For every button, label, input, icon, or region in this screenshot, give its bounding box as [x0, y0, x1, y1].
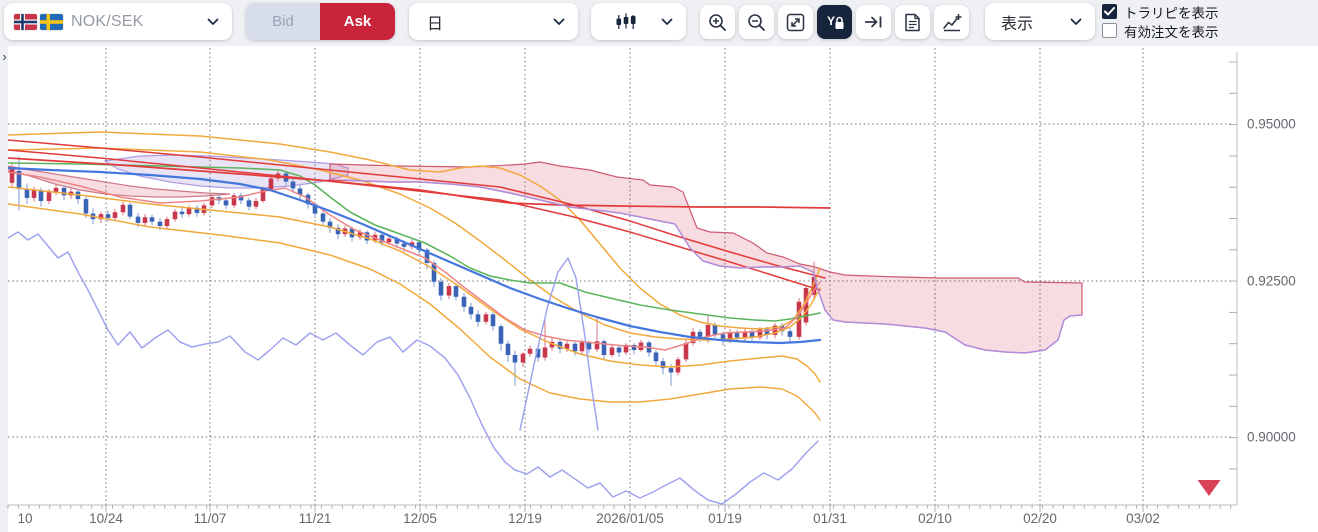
ma-blue	[8, 166, 822, 345]
zoom-out-icon	[748, 13, 765, 31]
display-label: 表示	[1001, 15, 1034, 33]
axis-labels: 10 10/24 11/07 11/21 12/05 12/19 2026/01/05 01/…	[17, 117, 1295, 527]
candlestick-icon	[616, 13, 636, 29]
x-axis-label: 12/05	[403, 511, 437, 526]
chart-plus-icon	[942, 13, 961, 31]
bollinger-upper-2	[8, 131, 821, 330]
bid-button[interactable]: Bid	[246, 3, 320, 40]
bid-ask-toggle: Bid Ask	[246, 3, 395, 40]
chart-type-select[interactable]	[591, 3, 686, 40]
traripi-checkbox-label: トラリピを表示	[1124, 5, 1219, 21]
pair-label: NOK/SEK	[71, 12, 144, 30]
currency-pair-select[interactable]: NOK/SEK	[4, 3, 232, 40]
lagging-lavender-spike	[519, 257, 599, 431]
y-axis-lock-button[interactable]: Y	[817, 5, 852, 39]
panel-expand-chevron[interactable]: ›	[2, 49, 7, 64]
indicator-lines	[8, 131, 1083, 505]
cloud-bottom-purple	[344, 179, 1083, 354]
zoom-in-button[interactable]	[700, 5, 735, 39]
display-checkboxes: トラリピを表示 有効注文を表示	[1102, 2, 1219, 40]
bollinger-lower-2	[8, 203, 821, 421]
checkbox-unchecked-icon[interactable]	[1102, 23, 1117, 38]
x-axis-label: 11/21	[299, 511, 332, 526]
checkbox-checked-icon[interactable]	[1102, 4, 1117, 19]
chevron-down-icon	[1070, 13, 1082, 31]
display-options-select[interactable]: 表示	[985, 3, 1095, 40]
timeframe-select[interactable]: 日	[409, 3, 578, 40]
orders-checkbox-row[interactable]: 有効注文を表示	[1102, 21, 1219, 40]
bollinger-upper-1	[8, 147, 821, 341]
news-report-button[interactable]	[895, 5, 930, 39]
x-axis-label: 12/19	[508, 511, 542, 526]
x-axis-label: 03/02	[1126, 511, 1160, 526]
y-axis-label: 0.90000	[1247, 430, 1296, 445]
tenkan-salmon	[8, 171, 821, 351]
y-axis-lock-icon: Y	[827, 14, 843, 29]
svg-text:Y: Y	[827, 14, 835, 28]
ma-green	[8, 162, 821, 322]
x-axis-label: 2026/01/05	[596, 511, 664, 526]
y-axis-label: 0.95000	[1247, 117, 1296, 132]
alert-triangle-marker	[1197, 480, 1221, 496]
ma-red-fast	[8, 139, 826, 279]
lagging-lavender	[8, 231, 819, 505]
x-axis-label: 10	[17, 511, 32, 526]
chevron-down-icon	[207, 13, 219, 31]
arrow-to-end-icon	[865, 16, 882, 28]
zoom-in-icon	[709, 13, 726, 31]
fit-scale-icon	[786, 13, 805, 31]
x-axis-label: 02/10	[918, 511, 952, 526]
go-to-latest-button[interactable]	[856, 5, 891, 39]
axes	[7, 52, 1238, 512]
norway-flag-icon	[14, 13, 37, 30]
x-axis-label: 01/31	[813, 511, 847, 526]
bollinger-lower-1	[8, 186, 821, 383]
document-icon	[905, 13, 920, 31]
ma-red-mid	[8, 149, 821, 291]
zoom-out-button[interactable]	[739, 5, 774, 39]
ma-red-slow-flat	[8, 157, 831, 209]
ichimoku-cloud-left	[8, 165, 231, 198]
chevron-down-icon	[661, 13, 673, 31]
fit-scale-button[interactable]	[778, 5, 813, 39]
toolbar: NOK/SEK Bid Ask 日	[0, 0, 1318, 46]
chart-background	[8, 46, 1318, 532]
x-axis-label: 11/07	[194, 511, 227, 526]
x-axis-label: 10/24	[89, 511, 123, 526]
chevron-down-icon	[553, 13, 565, 31]
x-axis-label: 02/20	[1023, 511, 1057, 526]
orders-checkbox-label: 有効注文を表示	[1124, 24, 1219, 40]
x-axis-label: 01/19	[708, 511, 742, 526]
sweden-flag-icon	[40, 13, 63, 30]
y-axis-label: 0.92500	[1247, 274, 1296, 289]
ask-button[interactable]: Ask	[320, 3, 395, 40]
add-indicator-button[interactable]	[934, 5, 969, 39]
timeframe-value: 日	[427, 15, 444, 33]
traripi-checkbox-row[interactable]: トラリピを表示	[1102, 2, 1219, 21]
